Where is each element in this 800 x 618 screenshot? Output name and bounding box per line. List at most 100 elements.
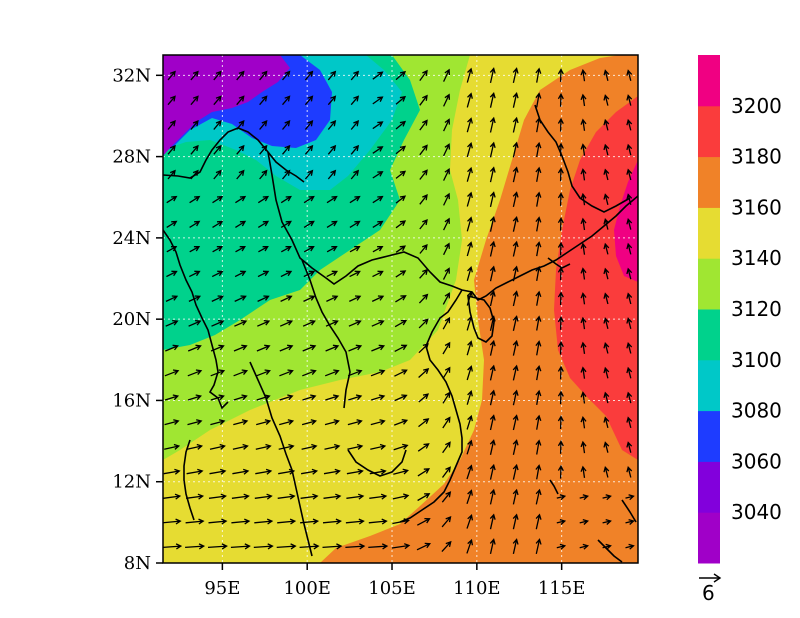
wind-vector-arrow	[466, 365, 473, 381]
wind-vector-arrow	[512, 240, 519, 257]
wind-vector-arrow	[325, 319, 339, 327]
wind-vector-arrow	[254, 493, 273, 500]
wind-vector-arrow	[512, 166, 519, 183]
wind-vector-arrow	[346, 493, 365, 500]
wind-vector-arrow	[580, 292, 587, 305]
wind-vector-arrow	[280, 270, 293, 278]
wind-vector-arrow	[579, 543, 590, 550]
wind-vector-arrow	[232, 443, 249, 450]
wind-vector-arrow	[512, 439, 519, 455]
wind-vector-arrow	[372, 146, 384, 154]
wind-vector-arrow	[280, 246, 292, 253]
wind-vector-arrow	[324, 443, 341, 450]
wind-vector-arrow	[164, 443, 181, 450]
wind-vector-arrow	[303, 220, 315, 228]
wind-vector-arrow	[466, 92, 473, 108]
wind-vector-arrow	[442, 441, 451, 454]
wind-vector-arrow	[347, 369, 363, 377]
colorbar-segment	[698, 410, 720, 462]
wind-vector-arrow	[327, 169, 337, 180]
wind-vector-arrow	[167, 120, 176, 130]
wind-vector-arrow	[442, 366, 451, 380]
wind-vector-arrow	[395, 170, 407, 179]
wind-vector-arrow	[282, 144, 291, 155]
wind-vector-arrow	[556, 518, 567, 525]
wind-vector-arrow	[626, 94, 633, 106]
reference-vector: 6	[699, 573, 722, 605]
wind-vector-arrow	[371, 295, 385, 302]
wind-vector-arrow	[372, 71, 384, 80]
wind-vector-arrow	[512, 538, 519, 555]
wind-vector-arrow	[278, 443, 295, 450]
wind-vector-arrow	[443, 118, 451, 132]
wind-vector-arrow	[392, 493, 410, 500]
wind-vector-arrow	[489, 141, 496, 158]
colorbar-segment	[698, 512, 720, 564]
wind-vector-arrow	[535, 513, 542, 530]
wind-vector-arrow	[603, 391, 610, 404]
wind-vector-arrow	[327, 70, 337, 81]
wind-vector-arrow	[230, 543, 251, 550]
wind-vector-arrow	[489, 290, 496, 307]
wind-vector-arrow	[167, 144, 176, 155]
wind-vector-arrow	[580, 168, 587, 181]
contour-fill	[163, 55, 638, 563]
wind-vector-arrow	[556, 543, 567, 550]
wind-vector-arrow	[253, 543, 274, 550]
wind-vector-arrow	[322, 518, 342, 525]
wind-vector-arrow	[394, 344, 408, 352]
wind-vector-arrow	[278, 468, 296, 475]
wind-vector-arrow	[489, 389, 496, 406]
wind-vector-arrow	[392, 518, 410, 525]
wind-vector-arrow	[301, 419, 317, 426]
wind-vector-arrow	[256, 344, 271, 352]
wind-vector-arrow	[233, 369, 249, 377]
wind-vector-arrow	[535, 241, 542, 257]
wind-vector-arrow	[350, 70, 360, 81]
y-tick-label: 16N	[112, 390, 151, 411]
wind-vector-arrow	[512, 463, 519, 480]
wind-vector-arrow	[441, 515, 452, 528]
wind-vector-arrow	[345, 543, 366, 550]
wind-vector-arrow	[419, 194, 428, 205]
wind-vector-arrow	[580, 267, 587, 280]
wind-vector-arrow	[209, 468, 227, 475]
wind-vector-arrow	[326, 270, 339, 278]
wind-vector-arrow	[213, 169, 222, 180]
wind-vector-arrow	[395, 245, 407, 253]
wind-vector-arrow	[302, 394, 317, 401]
wind-vector-arrow	[257, 220, 270, 228]
wind-vector-arrow	[235, 195, 247, 204]
wind-vector-arrow	[188, 295, 202, 302]
wind-vector-arrow	[626, 69, 633, 81]
wind-vector-arrow	[626, 217, 633, 230]
wind-vector-arrow	[489, 414, 496, 431]
wind-vector-arrow	[395, 295, 407, 303]
wind-vector-arrow	[443, 68, 451, 82]
wind-vector-arrow	[395, 95, 407, 105]
wind-vector-arrow	[349, 295, 362, 302]
wind-vector-arrow	[256, 369, 271, 377]
colorbar-label: 3120	[731, 297, 782, 321]
wind-vector-arrow	[210, 394, 225, 401]
wind-vector-arrow	[213, 120, 222, 130]
wind-vector-arrow	[418, 293, 429, 304]
wind-vector-arrow	[282, 95, 291, 106]
wind-vector-arrow	[350, 144, 360, 155]
wind-vector-arrow	[323, 493, 342, 500]
wind-vector-arrow	[512, 339, 519, 356]
wind-vector-arrow	[489, 463, 496, 480]
x-tick-label: 110E	[453, 578, 501, 599]
wind-vector-arrow	[213, 144, 222, 155]
wind-vector-arrow	[185, 543, 206, 550]
wind-vector-arrow	[466, 340, 473, 356]
wind-vector-arrow	[603, 217, 610, 230]
wind-vector-arrow	[441, 466, 451, 478]
wind-vector-arrow	[236, 144, 245, 155]
wind-vector-arrow	[442, 267, 450, 280]
wind-vector-arrow	[626, 143, 633, 156]
wind-vector-arrow	[347, 419, 363, 426]
wind-vector-arrow	[259, 70, 268, 81]
wind-vector-arrow	[324, 419, 340, 426]
wind-vector-arrow	[212, 220, 224, 228]
